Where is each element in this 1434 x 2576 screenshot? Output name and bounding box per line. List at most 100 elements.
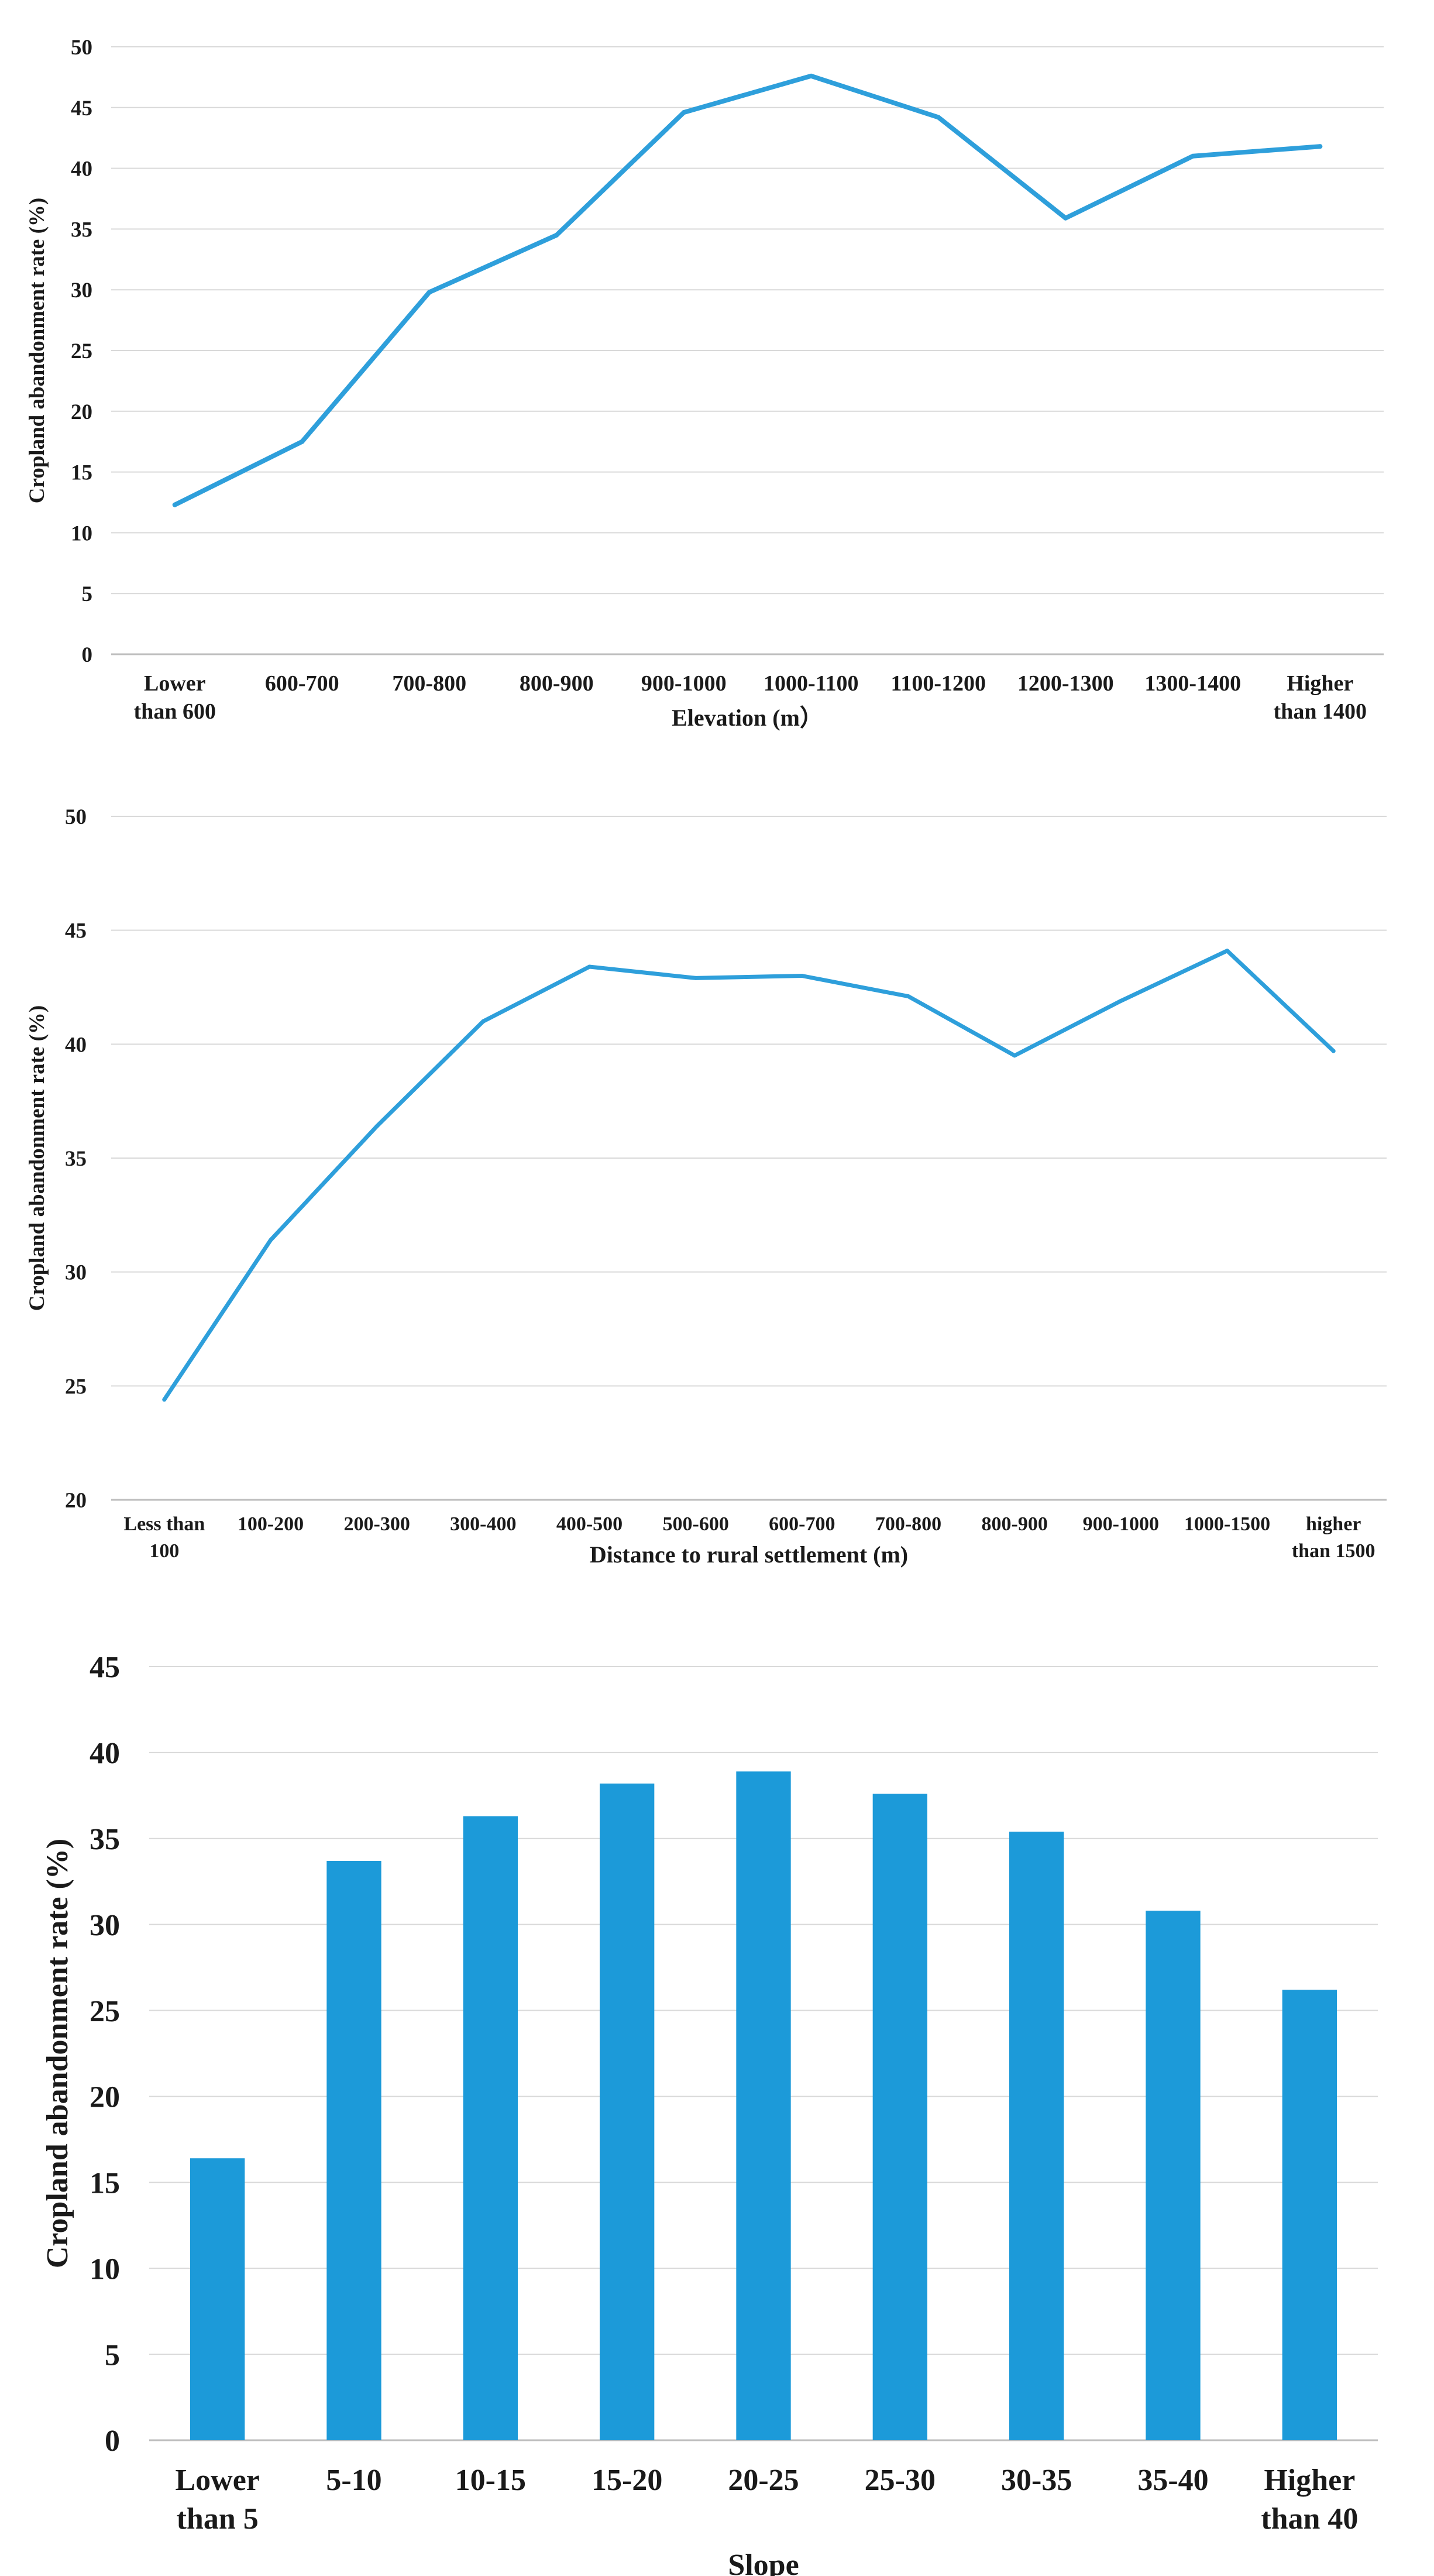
data-point bbox=[1225, 949, 1229, 953]
x-tick-label: 1000-1500 bbox=[1184, 1513, 1270, 1535]
y-tick-label: 45 bbox=[71, 97, 92, 121]
data-point bbox=[1012, 1053, 1017, 1058]
x-tick-label: higher than 1500 bbox=[1292, 1513, 1375, 1562]
x-tick-label: 10-15 bbox=[455, 2464, 526, 2497]
y-tick-label: 45 bbox=[90, 1651, 120, 1684]
y-tick-label: 0 bbox=[82, 643, 93, 667]
x-tick-label: 1300-1400 bbox=[1144, 671, 1241, 696]
x-tick-label: 5-10 bbox=[326, 2464, 381, 2497]
x-tick-label: 900-1000 bbox=[641, 671, 727, 696]
x-tick-label: 800-900 bbox=[982, 1513, 1048, 1535]
y-tick-label: 5 bbox=[105, 2338, 120, 2372]
x-tick-label: 500-600 bbox=[663, 1513, 729, 1535]
x-tick-label: 600-700 bbox=[769, 1513, 835, 1535]
x-tick-label: 1200-1300 bbox=[1017, 671, 1114, 696]
x-tick-label: 800-900 bbox=[520, 671, 594, 696]
x-tick-label: 30-35 bbox=[1001, 2464, 1072, 2497]
bar bbox=[326, 1860, 381, 2440]
data-point bbox=[374, 1124, 379, 1128]
y-axis-title: Cropland abandonment rate (%) bbox=[25, 198, 49, 504]
chart-3: 0 5 10 15 20 25 30 35 40 45 Lower than 5 5-10 10-15 15… bbox=[41, 1651, 1378, 2576]
x-tick-label: 600-700 bbox=[265, 671, 339, 696]
x-axis-title: Slope bbox=[728, 2548, 799, 2576]
x-tick-label: Higher than 40 bbox=[1261, 2464, 1358, 2536]
x-tick-label: 700-800 bbox=[875, 1513, 941, 1535]
y-tick-label: 10 bbox=[71, 521, 92, 545]
x-tick-label: Higher than 1400 bbox=[1274, 671, 1367, 724]
y-tick-label: 40 bbox=[65, 1033, 87, 1057]
data-point bbox=[906, 994, 910, 999]
x-tick-label: 100-200 bbox=[238, 1513, 304, 1535]
x-tick-label: 25-30 bbox=[865, 2464, 936, 2497]
bar bbox=[190, 2158, 245, 2440]
x-tick-label: 400-500 bbox=[556, 1513, 623, 1535]
data-point bbox=[172, 502, 177, 507]
y-tick-label: 25 bbox=[65, 1375, 87, 1399]
data-point bbox=[269, 1238, 273, 1242]
data-point bbox=[587, 964, 592, 969]
y-axis-title: Cropland abandonment rate (%) bbox=[41, 1839, 74, 2268]
x-tick-label: 300-400 bbox=[450, 1513, 516, 1535]
x-tick-label: 1100-1200 bbox=[890, 671, 986, 696]
x-tick-label: 15-20 bbox=[592, 2464, 662, 2497]
series-line bbox=[172, 73, 1323, 507]
data-point bbox=[481, 1019, 486, 1023]
data-point bbox=[1318, 144, 1323, 149]
y-tick-label: 30 bbox=[71, 279, 92, 303]
x-tick-label: Lower than 5 bbox=[175, 2464, 259, 2536]
y-tick-label: 35 bbox=[90, 1823, 120, 1856]
y-tick-label: 10 bbox=[90, 2252, 120, 2286]
data-point bbox=[554, 232, 559, 238]
x-tick-label: 200-300 bbox=[344, 1513, 410, 1535]
x-tick-label: 900-1000 bbox=[1083, 1513, 1159, 1535]
y-tick-label: 15 bbox=[71, 461, 92, 485]
chart-1: 0 5 10 15 20 25 30 35 40 45 50 Lower than 600 600-700… bbox=[25, 36, 1384, 731]
y-tick-label: 50 bbox=[65, 805, 87, 829]
bar bbox=[736, 1771, 791, 2440]
y-tick-label: 40 bbox=[71, 157, 92, 181]
data-point bbox=[1331, 1049, 1336, 1053]
y-tick-label: 20 bbox=[65, 1489, 87, 1513]
x-tick-label: 20-25 bbox=[728, 2464, 799, 2497]
y-tick-label: 20 bbox=[71, 400, 92, 424]
y-tick-label: 0 bbox=[105, 2424, 120, 2458]
y-tick-label: 30 bbox=[90, 1909, 120, 1942]
y-tick-label: 40 bbox=[90, 1737, 120, 1770]
y-tick-label: 45 bbox=[65, 919, 87, 943]
data-point bbox=[162, 1397, 167, 1402]
bar bbox=[872, 1794, 927, 2440]
x-tick-label: 700-800 bbox=[392, 671, 466, 696]
bar bbox=[600, 1783, 655, 2440]
data-point bbox=[427, 290, 432, 295]
series-line bbox=[162, 949, 1336, 1402]
bar bbox=[1282, 1990, 1337, 2440]
y-tick-label: 35 bbox=[65, 1147, 87, 1171]
y-axis-title: Cropland abandonment rate (%) bbox=[25, 1005, 49, 1311]
data-point bbox=[936, 115, 941, 120]
x-axis-title: Elevation (m） bbox=[672, 705, 823, 731]
x-tick-label: Less than 100 bbox=[123, 1513, 205, 1562]
data-point bbox=[1190, 153, 1195, 159]
y-tick-label: 50 bbox=[71, 36, 92, 60]
data-point bbox=[693, 976, 698, 980]
data-point bbox=[1063, 215, 1068, 221]
y-tick-label: 25 bbox=[71, 339, 92, 363]
x-tick-label: 35-40 bbox=[1137, 2464, 1208, 2497]
y-tick-label: 25 bbox=[90, 1995, 120, 2028]
data-point bbox=[1119, 998, 1123, 1003]
y-tick-label: 30 bbox=[65, 1261, 87, 1285]
data-point bbox=[681, 110, 686, 115]
y-tick-label: 15 bbox=[90, 2167, 120, 2200]
x-tick-label: Lower than 600 bbox=[134, 671, 216, 724]
y-tick-label: 35 bbox=[71, 218, 92, 242]
y-tick-label: 20 bbox=[90, 2081, 120, 2114]
x-tick-label: 1000-1100 bbox=[764, 671, 859, 696]
y-tick-label: 5 bbox=[82, 582, 93, 606]
chart-2: 20 25 30 35 40 45 50 Less than 100 100-200 200-300… bbox=[25, 805, 1387, 1568]
data-point bbox=[809, 73, 814, 78]
bar bbox=[463, 1816, 518, 2440]
data-point bbox=[300, 439, 305, 444]
bar bbox=[1009, 1832, 1064, 2440]
x-axis-title: Distance to rural settlement (m) bbox=[590, 1541, 908, 1568]
